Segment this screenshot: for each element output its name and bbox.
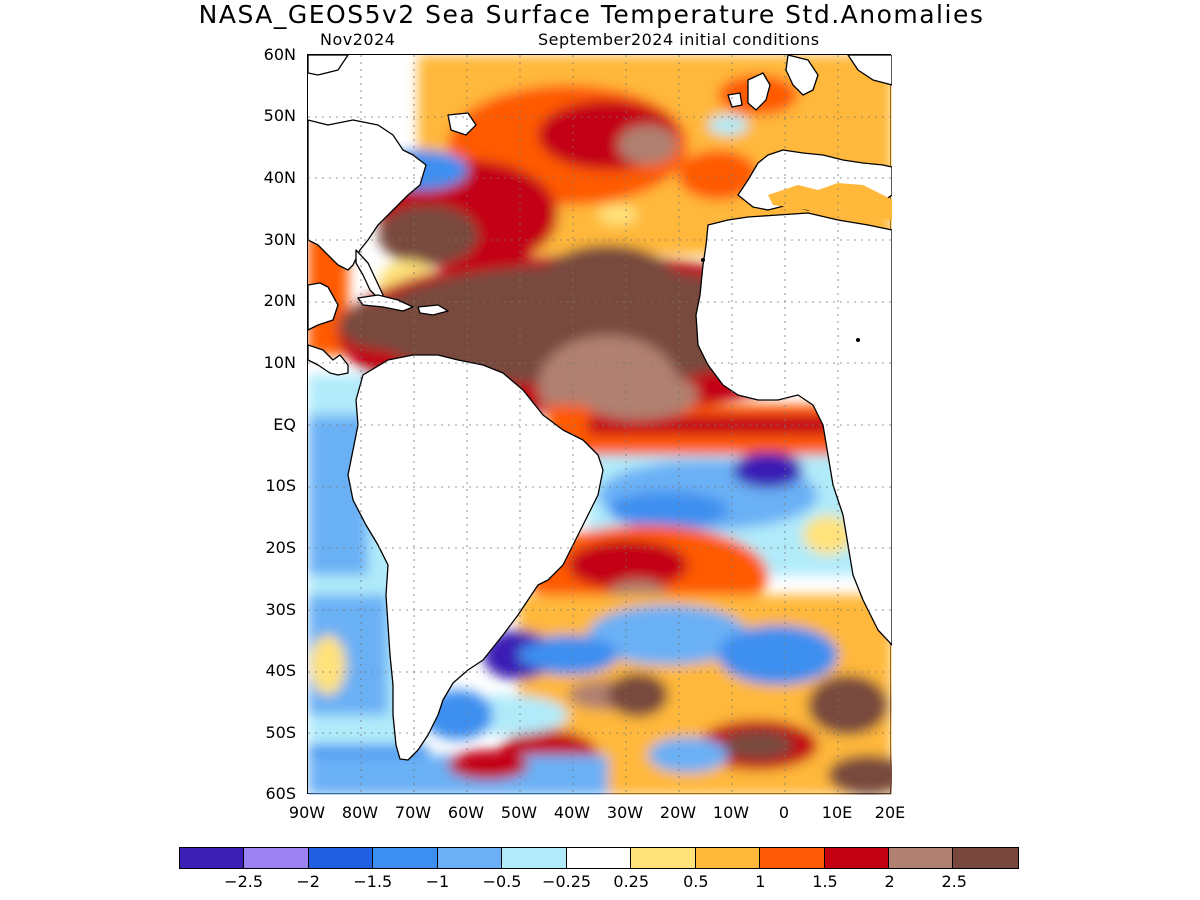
colorbar-tick-label: 2 (884, 872, 895, 891)
lat-label: 30N (263, 230, 296, 249)
colorbar-swatch (953, 848, 1018, 868)
lon-label: 60W (447, 803, 485, 822)
colorbar-swatch (180, 848, 245, 868)
colorbar-tick-label: −0.25 (542, 872, 592, 891)
colorbar-swatch (888, 848, 954, 868)
lon-label: 20W (659, 803, 697, 822)
lon-label: 0 (778, 803, 790, 822)
colorbar-swatch (566, 848, 632, 868)
colorbar-swatch (502, 848, 567, 868)
lon-label: 10E (821, 803, 853, 822)
lat-label: 10S (265, 476, 296, 495)
colorbar-tick-label: −2.5 (224, 872, 264, 891)
lon-label: 20E (874, 803, 906, 822)
lat-label: EQ (273, 415, 296, 434)
colorbar-tick-label: −1.5 (353, 872, 393, 891)
lat-label: 40S (265, 661, 296, 680)
colorbar-tick-label: −2 (296, 872, 320, 891)
colorbar-swatch (308, 848, 374, 868)
lon-label: 80W (341, 803, 379, 822)
forecast-month: Nov2024 (320, 30, 396, 49)
colorbar-swatch (824, 848, 889, 868)
map-canvas (308, 55, 892, 795)
lat-label: 50S (265, 723, 296, 742)
lon-label: 10W (712, 803, 750, 822)
lat-label: 40N (263, 168, 296, 187)
sst-anomaly-map (307, 54, 892, 795)
colorbar-tick-label: −0.5 (482, 872, 522, 891)
colorbar-swatch (695, 848, 761, 868)
colorbar-swatch (373, 848, 438, 868)
colorbar-tick-label: 0.25 (613, 872, 649, 891)
colorbar-tick-label: 1 (755, 872, 766, 891)
lon-label: 30W (606, 803, 644, 822)
lon-label: 50W (500, 803, 538, 822)
init-conditions: September2024 initial conditions (538, 30, 820, 49)
lon-label: 40W (553, 803, 591, 822)
map-title: NASA_GEOS5v2 Sea Surface Temperature Std… (198, 0, 985, 29)
lat-label: 50N (263, 106, 296, 125)
colorbar (179, 847, 1019, 869)
lat-label: 20N (263, 291, 296, 310)
lat-label: 60N (263, 45, 296, 64)
colorbar-tick-label: 1.5 (812, 872, 838, 891)
lat-label: 30S (265, 600, 296, 619)
colorbar-swatch (244, 848, 309, 868)
land-masses (308, 55, 892, 761)
lon-label: 70W (394, 803, 432, 822)
colorbar-tick-label: 0.5 (683, 872, 709, 891)
lat-label: 10N (263, 353, 296, 372)
graticule (308, 55, 892, 795)
colorbar-swatch (760, 848, 825, 868)
colorbar-swatch (631, 848, 696, 868)
colorbar-swatch (437, 848, 503, 868)
colorbar-tick-label: −1 (425, 872, 450, 891)
colorbar-tick-label: 2.5 (941, 872, 967, 891)
lat-label: 20S (265, 538, 296, 557)
lat-label: 60S (265, 784, 296, 803)
lon-label: 90W (288, 803, 326, 822)
